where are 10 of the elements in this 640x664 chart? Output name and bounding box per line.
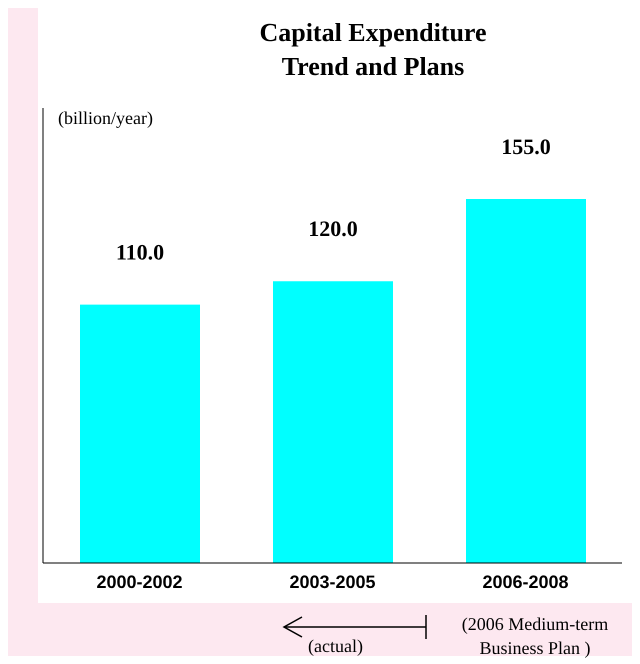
text: (actual) [308, 636, 363, 657]
chart-title: Capital Expenditure Trend and Plans [258, 17, 488, 83]
data-label: 110.0 [116, 240, 164, 265]
data-label: 120.0 [308, 216, 358, 242]
x-tick-label: 2000-2002 [96, 572, 183, 592]
x-tick-label: 2006-2008 [482, 572, 569, 592]
text: (2006 Medium-term Business Plan ) [460, 613, 610, 660]
x-tick-label: 2003-2005 [289, 572, 376, 592]
data-label: 155.0 [501, 134, 551, 159]
y-axis-title: (billion/year) [58, 108, 153, 129]
